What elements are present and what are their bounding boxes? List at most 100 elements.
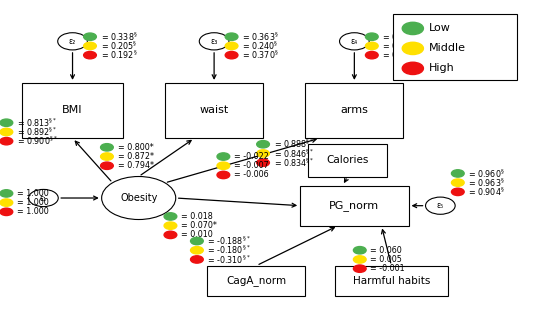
Circle shape (452, 188, 464, 196)
Circle shape (339, 33, 369, 50)
Text: = 0.834$^{§*}$: = 0.834$^{§*}$ (274, 157, 314, 169)
FancyBboxPatch shape (335, 266, 448, 296)
Circle shape (100, 153, 113, 160)
Circle shape (452, 179, 464, 186)
Circle shape (84, 51, 96, 59)
Text: = 0.240$^§$: = 0.240$^§$ (242, 40, 279, 52)
Text: = 0.363$^§$: = 0.363$^§$ (242, 30, 279, 43)
Text: = 0.010: = 0.010 (181, 230, 213, 239)
Circle shape (225, 42, 238, 50)
Text: = 1.000: = 1.000 (17, 189, 49, 198)
Text: = 1.000: = 1.000 (17, 198, 49, 207)
Text: = -0.001: = -0.001 (371, 264, 405, 273)
Circle shape (191, 256, 204, 263)
FancyBboxPatch shape (308, 144, 387, 176)
Text: = 0.892$^{§*}$: = 0.892$^{§*}$ (17, 126, 57, 138)
Circle shape (257, 140, 270, 148)
Text: Low: Low (429, 24, 451, 33)
Circle shape (84, 33, 96, 40)
FancyBboxPatch shape (393, 14, 517, 80)
Text: = 0.060: = 0.060 (371, 246, 402, 255)
FancyBboxPatch shape (207, 266, 306, 296)
Text: = 0.018: = 0.018 (181, 212, 213, 221)
Circle shape (402, 22, 423, 35)
Text: arms: arms (340, 105, 368, 115)
Circle shape (217, 162, 230, 170)
FancyBboxPatch shape (165, 83, 263, 138)
Text: = 0.813$^{§*}$: = 0.813$^{§*}$ (17, 117, 57, 129)
Circle shape (100, 162, 113, 170)
Text: = -0.310$^{§*}$: = -0.310$^{§*}$ (207, 253, 251, 266)
Circle shape (0, 199, 13, 206)
Text: = 0.338$^§$: = 0.338$^§$ (100, 30, 137, 43)
Text: = 0.846$^{§*}$: = 0.846$^{§*}$ (274, 147, 314, 160)
Circle shape (402, 42, 423, 55)
Circle shape (452, 170, 464, 177)
Text: = -0.006: = -0.006 (234, 170, 268, 179)
Circle shape (225, 33, 238, 40)
Circle shape (366, 42, 378, 50)
FancyBboxPatch shape (306, 83, 403, 138)
Circle shape (0, 138, 13, 145)
Text: BMI: BMI (62, 105, 83, 115)
Circle shape (100, 144, 113, 151)
Text: = 0.205$^§$: = 0.205$^§$ (100, 40, 137, 52)
Circle shape (164, 222, 177, 229)
Text: = 1.000: = 1.000 (17, 207, 49, 216)
Circle shape (164, 231, 177, 239)
Text: CagA_norm: CagA_norm (227, 276, 287, 286)
Circle shape (101, 176, 176, 219)
Circle shape (0, 190, 13, 197)
Circle shape (225, 51, 238, 59)
Text: = 0.900$^{§*}$: = 0.900$^{§*}$ (17, 135, 58, 147)
Circle shape (57, 33, 88, 50)
Text: ε₄: ε₄ (351, 37, 358, 46)
Circle shape (217, 153, 230, 160)
Text: Middle: Middle (429, 43, 466, 53)
Text: = -0.022: = -0.022 (234, 152, 269, 161)
Text: = 0.800*: = 0.800* (118, 143, 153, 152)
Circle shape (402, 62, 423, 74)
Text: = -0.188$^{§*}$: = -0.188$^{§*}$ (207, 235, 251, 247)
Text: = -0.180$^{§*}$: = -0.180$^{§*}$ (207, 244, 251, 256)
Text: ε₅: ε₅ (437, 201, 444, 210)
Text: Harmful habits: Harmful habits (353, 276, 430, 286)
Circle shape (366, 51, 378, 59)
Circle shape (199, 33, 229, 50)
Text: High: High (429, 63, 454, 73)
Circle shape (257, 150, 270, 157)
Text: = 0.304$^§$: = 0.304$^§$ (382, 49, 419, 61)
Text: Obesity: Obesity (120, 193, 157, 203)
Text: = 0.192$^§$: = 0.192$^§$ (100, 49, 137, 61)
Circle shape (366, 33, 378, 40)
Circle shape (0, 119, 13, 126)
Text: Calories: Calories (326, 155, 369, 165)
Circle shape (353, 256, 366, 263)
Text: = 0.070*: = 0.070* (181, 221, 217, 230)
Circle shape (0, 208, 13, 215)
Text: = 0.963$^§$: = 0.963$^§$ (468, 176, 505, 189)
Text: = 0.285$^§$: = 0.285$^§$ (382, 40, 419, 52)
Text: = 0.904$^§$: = 0.904$^§$ (468, 186, 505, 198)
Text: ε₃: ε₃ (211, 37, 217, 46)
Circle shape (191, 246, 204, 254)
Text: = 0.370$^§$: = 0.370$^§$ (242, 49, 279, 61)
Circle shape (217, 171, 230, 179)
FancyBboxPatch shape (300, 186, 409, 226)
Text: = 0.888$^{§*}$: = 0.888$^{§*}$ (274, 138, 314, 150)
Text: = 0.872*: = 0.872* (118, 152, 154, 161)
Circle shape (84, 42, 96, 50)
Circle shape (191, 237, 204, 245)
Circle shape (353, 246, 366, 254)
Circle shape (425, 197, 455, 214)
Text: = 0.211$^§$: = 0.211$^§$ (382, 30, 419, 43)
Circle shape (164, 213, 177, 220)
Text: ε₁: ε₁ (40, 193, 47, 202)
Text: ε₂: ε₂ (69, 37, 76, 46)
Text: waist: waist (199, 105, 229, 115)
Circle shape (257, 159, 270, 166)
Text: = 0.794*: = 0.794* (118, 161, 154, 170)
Circle shape (353, 265, 366, 272)
FancyBboxPatch shape (22, 83, 123, 138)
Circle shape (0, 128, 13, 136)
